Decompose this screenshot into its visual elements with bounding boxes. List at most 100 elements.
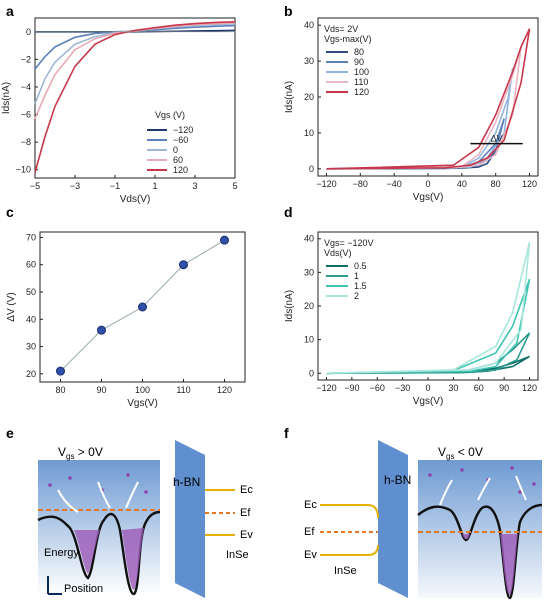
x-tick-label: 90 bbox=[96, 385, 106, 395]
legend-label: 120 bbox=[354, 87, 369, 97]
arrow-f3 bbox=[515, 475, 527, 501]
x-tick-label: −40 bbox=[387, 179, 402, 189]
x-tick-label: 40 bbox=[457, 179, 467, 189]
legend-label: −120 bbox=[173, 125, 193, 135]
panel-label-d: d bbox=[284, 204, 293, 220]
x-tick-label: 1 bbox=[152, 181, 157, 191]
schematic-e: Vgs > 0V Energy Position h-BN Ec Ef Ev I… bbox=[37, 440, 253, 598]
y-tick-label: 10 bbox=[304, 335, 314, 345]
chart-c: 80 90 100 110 120 20 30 40 50 60 70 Vgs(V) ΔV (V) bbox=[6, 231, 246, 409]
y-axis-label: Ids(nA) bbox=[284, 81, 295, 113]
legend-label: 60 bbox=[173, 155, 183, 165]
legend-label: 2 bbox=[354, 291, 359, 301]
x-tick-label: 80 bbox=[55, 385, 65, 395]
x-tick-label: −90 bbox=[344, 383, 359, 393]
x-tick-label: −30 bbox=[395, 383, 410, 393]
chart-a: −5 −3 −1 1 3 5 0 −2 −4 −6 −8 −10 Vds(V) Ids(nA) Vgs (V… bbox=[1, 17, 238, 205]
x-tick-label: −120 bbox=[316, 179, 336, 189]
data-point bbox=[138, 302, 147, 312]
schematic-f: Vgs < 0V h-BN Ec Ef Ev InSe bbox=[304, 440, 543, 600]
legend-label: 1 bbox=[354, 271, 359, 281]
x-tick-label: 120 bbox=[522, 179, 537, 189]
series-line-2 bbox=[326, 241, 531, 375]
legend-label: 90 bbox=[354, 57, 364, 67]
arrow-f1 bbox=[439, 479, 453, 506]
charge-dot bbox=[48, 483, 52, 487]
x-tick-label: −120 bbox=[316, 383, 336, 393]
y-tick-label: 0 bbox=[26, 27, 31, 37]
band-curve-e bbox=[37, 510, 161, 596]
ec-line-f bbox=[320, 504, 379, 519]
legend-label: 80 bbox=[354, 47, 364, 57]
legend-header: Vds= 2V bbox=[324, 24, 358, 34]
ef-label-f: Ef bbox=[304, 526, 315, 538]
axes-arrow-icon bbox=[47, 576, 62, 595]
x-tick-label: 110 bbox=[176, 385, 190, 395]
y-tick-label: 70 bbox=[26, 232, 36, 242]
x-tick-label: −1 bbox=[110, 181, 120, 191]
x-tick-label: 60 bbox=[474, 383, 484, 393]
panel-label-c: c bbox=[6, 204, 14, 220]
y-tick-label: −4 bbox=[21, 82, 31, 92]
y-tick-label: 40 bbox=[26, 314, 36, 324]
arrow-e2 bbox=[97, 481, 111, 509]
charge-dot bbox=[428, 473, 432, 477]
ec-label-f: Ec bbox=[304, 499, 317, 511]
y-tick-label: 10 bbox=[304, 128, 314, 138]
y-tick-label: 40 bbox=[304, 20, 314, 30]
legend-label: 100 bbox=[354, 67, 369, 77]
panel-label-b: b bbox=[284, 3, 293, 19]
material-label-f: InSe bbox=[334, 565, 357, 577]
chart-d: −120 −90 −60 −30 0 30 60 90 120 0 10 20 30 40 Vgs(V) Id… bbox=[284, 231, 539, 407]
panel-label-e: e bbox=[6, 425, 14, 441]
arrow-e3 bbox=[125, 481, 139, 509]
ev-label-f: Ev bbox=[304, 549, 317, 561]
y-tick-label: 0 bbox=[309, 164, 314, 174]
x-tick-label: 120 bbox=[522, 383, 537, 393]
title-f: Vgs < 0V bbox=[438, 445, 483, 461]
legend-title: Vgs (V) bbox=[155, 110, 185, 120]
y-tick-label: 30 bbox=[304, 56, 314, 66]
legend-label: 1.5 bbox=[354, 281, 367, 291]
y-tick-label: 30 bbox=[26, 342, 36, 352]
data-point bbox=[56, 366, 65, 376]
y-tick-label: 30 bbox=[304, 267, 314, 277]
hbn-layer-f bbox=[378, 440, 408, 598]
energy-box-f bbox=[418, 460, 542, 598]
legend-header: Vgs-max(V) bbox=[324, 34, 372, 44]
x-axis-label: Vgs(V) bbox=[413, 192, 444, 203]
panel-label-f: f bbox=[284, 425, 289, 441]
y-tick-label: 40 bbox=[304, 234, 314, 244]
y-tick-label: 20 bbox=[304, 92, 314, 102]
y-tick-label: −6 bbox=[21, 110, 31, 120]
series-line-1.5 bbox=[326, 278, 531, 375]
series-line-0 bbox=[34, 22, 236, 104]
charge-dot bbox=[460, 468, 464, 472]
position-label: Position bbox=[64, 583, 103, 595]
data-point bbox=[97, 325, 106, 335]
legend-label: −60 bbox=[173, 135, 188, 145]
legend-label: 120 bbox=[173, 165, 188, 175]
x-tick-label: 30 bbox=[448, 383, 458, 393]
data-point bbox=[179, 260, 188, 270]
y-tick-label: −10 bbox=[16, 165, 31, 175]
panel-label-a: a bbox=[6, 3, 14, 19]
charge-dot bbox=[68, 476, 72, 480]
hbn-label-e: h-BN bbox=[173, 475, 200, 489]
legend-label: 110 bbox=[354, 77, 368, 87]
x-tick-label: 90 bbox=[499, 383, 509, 393]
data-point bbox=[220, 235, 229, 245]
legend-label: 0.5 bbox=[354, 261, 367, 271]
legend-header: Vgs= −120V bbox=[324, 238, 374, 248]
y-axis-label: ΔV (V) bbox=[6, 292, 17, 321]
hbn-label-f: h-BN bbox=[384, 473, 411, 487]
series-line-120 bbox=[326, 28, 531, 170]
y-tick-label: 20 bbox=[304, 301, 314, 311]
band-curve-f bbox=[417, 503, 543, 600]
title-e: Vgs > 0V bbox=[58, 445, 103, 461]
y-tick-label: 20 bbox=[26, 369, 36, 379]
charge-dot bbox=[518, 490, 522, 494]
ef-label-e: Ef bbox=[240, 507, 251, 519]
hbn-layer-e bbox=[175, 440, 205, 598]
